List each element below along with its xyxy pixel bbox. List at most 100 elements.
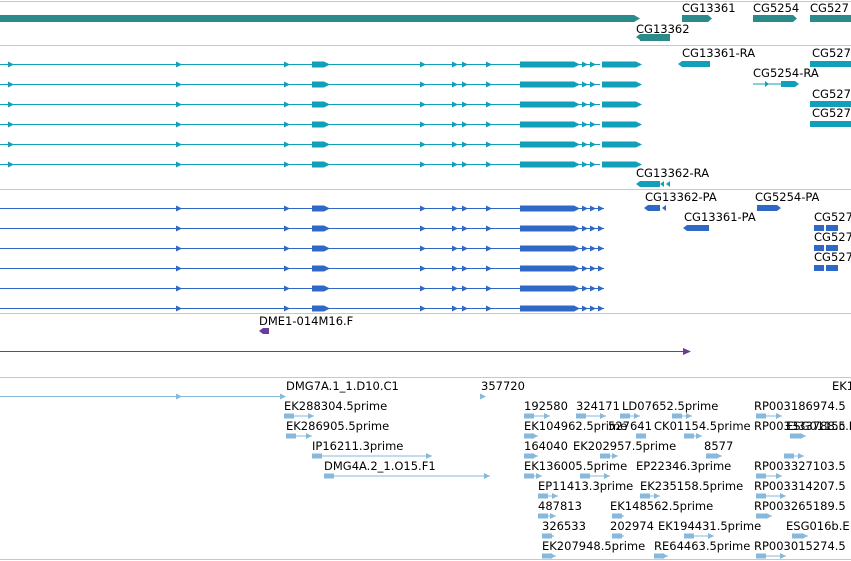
est-label: 324171 [576,399,620,413]
est-label: ESG0115c.I [786,419,851,433]
protein-label: CG527 [814,230,851,244]
est-feature[interactable] [756,513,772,519]
est-label: EK136005.5prime [524,459,627,473]
clone-feature[interactable] [0,328,691,355]
transcript-row[interactable] [0,161,642,168]
gene-label: CG527 [810,1,849,15]
protein-row[interactable] [0,285,604,292]
est-feature[interactable] [286,433,312,439]
protein-label: CG13361-PA [684,210,756,224]
est-label: 8577 [704,439,733,453]
transcript-row[interactable] [0,81,642,88]
protein-label: CG527 [814,250,851,264]
est-label: EK148562.5prime [610,499,713,513]
est-feature[interactable] [580,473,610,479]
transcript-feature[interactable] [636,181,670,187]
est-features[interactable] [0,393,808,560]
transcript-rows[interactable] [0,61,642,168]
transcript-feature[interactable] [753,81,799,87]
est-labels: DMG7A.1_1.D10.C1 357720 EK1 EK288304.5prime… [284,379,851,553]
est-feature[interactable] [312,453,432,459]
est-label: 487813 [538,499,582,513]
est-feature[interactable] [524,473,542,479]
transcript-row[interactable] [0,101,642,108]
est-label: RP003314207.5 [754,479,846,493]
est-feature[interactable] [620,413,640,419]
est-label: RP003327103.5 [754,459,846,473]
est-feature[interactable] [756,473,782,479]
est-feature[interactable] [538,513,556,519]
transcript-row[interactable] [0,121,642,128]
est-label: EP22346.3prime [636,459,731,473]
protein-feature[interactable] [814,225,838,271]
transcript-label: CG5254-RA [753,66,819,80]
transcript-feature[interactable] [678,61,710,67]
protein-feature[interactable] [644,205,666,211]
est-label: ESG016b.E [786,519,850,533]
est-feature[interactable] [684,533,714,539]
protein-feature[interactable] [757,205,781,211]
gene-feature[interactable] [810,15,851,22]
protein-row[interactable] [0,205,604,212]
protein-label: CG527 [814,210,851,224]
est-label: RP003186974.5 [754,399,846,413]
gene-feature[interactable] [636,34,670,41]
est-feature[interactable] [790,433,806,439]
transcript-row[interactable] [0,61,642,68]
est-feature[interactable] [684,433,702,439]
transcript-feature[interactable] [810,61,851,67]
est-feature[interactable] [524,433,538,439]
est-feature[interactable] [284,413,314,419]
est-label: EK286905.5prime [286,419,389,433]
gene-feature[interactable] [682,15,712,22]
transcript-row[interactable] [0,141,642,148]
est-feature[interactable] [706,453,722,459]
transcript-label: CG527 [812,46,851,60]
est-feature[interactable] [756,553,786,559]
transcript-track: CG13361-RA CG527 CG5254-RA CG527 CG527 C… [0,46,851,187]
est-feature[interactable] [756,493,786,499]
est-label: EK202957.5prime [573,439,676,453]
protein-row[interactable] [0,305,604,312]
est-label: EK104962.5prime [524,419,627,433]
protein-rows[interactable] [0,205,604,312]
protein-feature[interactable] [683,225,709,231]
est-feature[interactable] [784,453,804,459]
clone-label: DME1-014M16.F [259,314,353,328]
transcript-feature[interactable] [810,101,851,127]
est-label: 192580 [524,399,568,413]
protein-row[interactable] [0,245,604,252]
est-feature[interactable] [640,493,660,499]
est-feature[interactable] [524,413,550,419]
est-track: DMG7A.1_1.D10.C1 357720 EK1 EK288304.5prime… [0,379,851,559]
protein-row[interactable] [0,225,604,232]
protein-track: CG13362-PA CG5254-PA CG13361-PA CG527 CG… [0,190,851,312]
protein-row[interactable] [0,265,604,272]
gene-feature[interactable] [0,15,640,22]
transcript-label: CG13362-RA [636,166,709,180]
est-feature[interactable] [524,453,538,459]
est-label: LD07652.5prime [622,399,718,413]
est-feature[interactable] [576,413,606,419]
est-feature[interactable] [600,453,618,459]
est-feature[interactable] [654,553,668,559]
est-label: EP11413.3prime [538,479,633,493]
est-feature[interactable] [324,473,490,479]
clone-track: DME1-014M16.F [0,314,691,355]
est-feature[interactable] [672,413,692,419]
protein-label: CG13362-PA [645,190,717,204]
est-label: EK207948.5prime [542,539,645,553]
est-feature[interactable] [612,533,624,539]
gene-label: CG13362 [636,22,690,36]
gene-feature[interactable] [753,15,797,22]
est-feature[interactable] [542,533,554,539]
est-feature[interactable] [612,513,624,519]
transcript-label: CG527 [812,87,851,101]
est-feature[interactable] [542,553,556,559]
est-feature[interactable] [792,533,808,539]
est-feature[interactable] [538,493,558,499]
est-feature[interactable] [636,433,646,439]
est-feature[interactable] [756,413,782,419]
gene-track: CG13361 CG5254 CG527 CG13362 [0,1,851,41]
est-label: EK194431.5prime [658,519,761,533]
